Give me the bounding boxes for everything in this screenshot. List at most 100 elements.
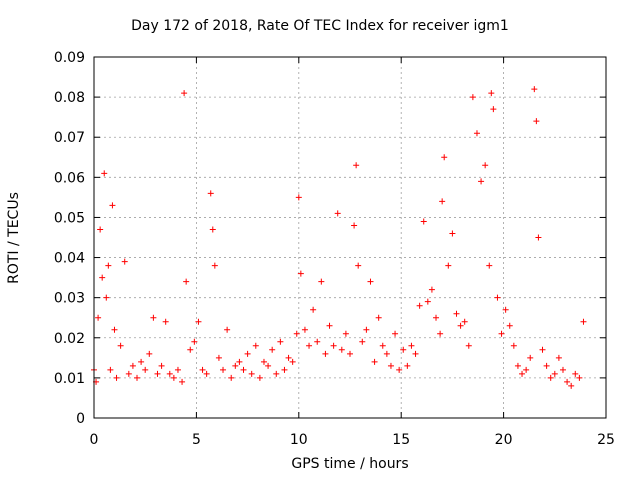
y-tick-label: 0.04 bbox=[54, 251, 85, 267]
data-point bbox=[572, 370, 579, 377]
y-tick-label: 0.09 bbox=[54, 50, 85, 66]
data-point bbox=[162, 318, 169, 325]
data-point bbox=[334, 210, 341, 217]
data-points bbox=[91, 86, 587, 389]
data-point bbox=[353, 162, 360, 169]
data-point bbox=[453, 310, 460, 317]
data-point bbox=[203, 370, 210, 377]
data-point bbox=[179, 378, 186, 385]
data-point bbox=[195, 318, 202, 325]
data-point bbox=[248, 370, 255, 377]
data-point bbox=[103, 294, 110, 301]
data-point bbox=[531, 86, 538, 93]
data-point bbox=[355, 262, 362, 269]
data-point bbox=[107, 366, 114, 373]
data-point bbox=[338, 346, 345, 353]
y-axis-label: ROTI / TECUs bbox=[6, 192, 22, 284]
data-point bbox=[158, 362, 165, 369]
data-point bbox=[138, 358, 145, 365]
data-point bbox=[379, 342, 386, 349]
data-point bbox=[318, 278, 325, 285]
data-point bbox=[146, 350, 153, 357]
data-point bbox=[347, 350, 353, 357]
x-tick-label: 5 bbox=[192, 432, 201, 448]
y-tick-label: 0.03 bbox=[54, 291, 85, 307]
data-point bbox=[281, 366, 288, 373]
x-tick-label: 20 bbox=[495, 432, 513, 448]
data-point bbox=[191, 338, 198, 345]
data-point bbox=[535, 234, 542, 241]
data-point bbox=[183, 278, 190, 285]
data-point bbox=[297, 270, 304, 277]
data-point bbox=[174, 366, 181, 373]
data-point bbox=[256, 374, 263, 381]
data-point bbox=[228, 374, 235, 381]
data-point bbox=[416, 302, 423, 309]
data-point bbox=[482, 162, 489, 169]
data-point bbox=[383, 350, 390, 357]
data-point bbox=[199, 366, 206, 373]
data-point bbox=[306, 342, 313, 349]
data-point bbox=[273, 370, 280, 377]
grid bbox=[94, 57, 606, 418]
data-point bbox=[367, 278, 374, 285]
data-point bbox=[220, 366, 227, 373]
data-point bbox=[449, 230, 456, 237]
data-point bbox=[134, 374, 141, 381]
data-point bbox=[285, 354, 292, 361]
data-point bbox=[224, 326, 231, 333]
data-point bbox=[469, 94, 476, 101]
data-point bbox=[543, 362, 550, 369]
x-axis-label: GPS time / hours bbox=[291, 456, 409, 472]
y-tick-label: 0.08 bbox=[54, 90, 85, 106]
data-point bbox=[547, 374, 554, 381]
data-point bbox=[269, 346, 276, 353]
data-point bbox=[514, 362, 521, 369]
data-point bbox=[392, 330, 399, 337]
data-point bbox=[215, 354, 222, 361]
data-point bbox=[404, 362, 411, 369]
data-point bbox=[207, 190, 214, 197]
data-point bbox=[301, 326, 308, 333]
y-tick-label: 0.02 bbox=[54, 331, 85, 347]
data-point bbox=[150, 314, 157, 321]
x-tick-label: 25 bbox=[597, 432, 615, 448]
data-point bbox=[510, 342, 517, 349]
data-point bbox=[187, 346, 194, 353]
data-point bbox=[142, 366, 149, 373]
data-point bbox=[211, 262, 218, 269]
data-point bbox=[564, 378, 571, 385]
data-point bbox=[232, 362, 239, 369]
data-point bbox=[433, 314, 440, 321]
data-point bbox=[551, 370, 558, 377]
data-point bbox=[265, 362, 272, 369]
data-point bbox=[310, 306, 317, 313]
data-point bbox=[371, 358, 378, 365]
data-point bbox=[465, 342, 472, 349]
data-point bbox=[181, 90, 188, 97]
axis-ticks: 0 0.01 0.02 0.03 0.04 0.05 0.06 0.07 0.08 0.09 0 5 1… bbox=[54, 50, 615, 448]
data-point bbox=[359, 338, 366, 345]
data-point bbox=[387, 362, 394, 369]
data-point bbox=[293, 330, 300, 337]
x-tick-label: 0 bbox=[90, 432, 99, 448]
data-point bbox=[99, 274, 106, 281]
data-point bbox=[154, 370, 161, 377]
y-tick-label: 0.06 bbox=[54, 170, 85, 186]
y-tick-label: 0 bbox=[76, 411, 85, 427]
data-point bbox=[240, 366, 247, 373]
data-point bbox=[420, 218, 427, 225]
data-point bbox=[486, 262, 493, 269]
data-point bbox=[400, 346, 407, 353]
data-point bbox=[488, 90, 495, 97]
data-point bbox=[209, 226, 216, 233]
data-point bbox=[277, 338, 284, 345]
data-point bbox=[408, 342, 415, 349]
data-point bbox=[494, 294, 501, 301]
data-point bbox=[252, 342, 259, 349]
y-tick-label: 0.07 bbox=[54, 130, 85, 146]
data-point bbox=[363, 326, 370, 333]
data-point bbox=[519, 370, 526, 377]
x-tick-label: 10 bbox=[290, 432, 308, 448]
